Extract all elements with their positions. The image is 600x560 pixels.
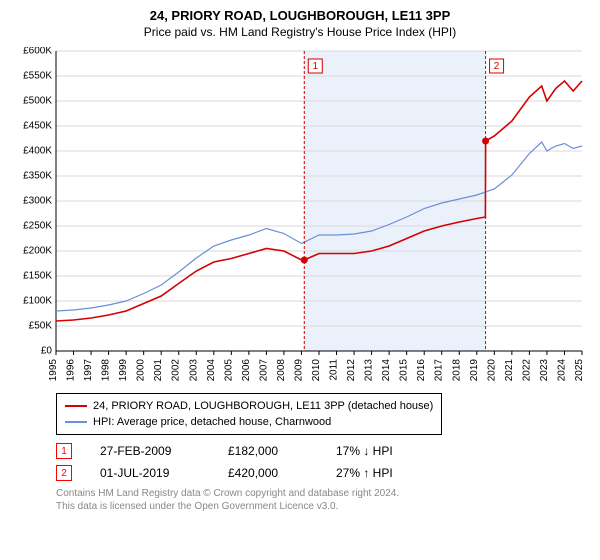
legend-row: 24, PRIORY ROAD, LOUGHBOROUGH, LE11 3PP … xyxy=(65,398,433,414)
svg-text:2001: 2001 xyxy=(153,359,164,382)
sale-marker-badge: 1 xyxy=(56,443,72,459)
svg-text:2022: 2022 xyxy=(521,359,532,382)
svg-text:1: 1 xyxy=(312,61,318,72)
legend-row: HPI: Average price, detached house, Char… xyxy=(65,414,433,430)
svg-text:£300K: £300K xyxy=(23,196,52,207)
svg-text:1996: 1996 xyxy=(66,359,77,382)
svg-text:£250K: £250K xyxy=(23,221,52,232)
svg-text:£500K: £500K xyxy=(23,96,52,107)
svg-text:2023: 2023 xyxy=(539,359,550,382)
svg-text:2024: 2024 xyxy=(556,359,567,382)
sale-row: 1 27-FEB-2009 £182,000 17% ↓ HPI xyxy=(56,443,590,459)
page-title: 24, PRIORY ROAD, LOUGHBOROUGH, LE11 3PP xyxy=(10,8,590,23)
sales-table: 1 27-FEB-2009 £182,000 17% ↓ HPI 2 01-JUL-201… xyxy=(56,443,590,481)
svg-text:2009: 2009 xyxy=(293,359,304,382)
sale-delta: 27% ↑ HPI xyxy=(336,466,416,480)
svg-text:2005: 2005 xyxy=(223,359,234,382)
svg-text:£200K: £200K xyxy=(23,246,52,257)
page-subtitle: Price paid vs. HM Land Registry's House … xyxy=(10,25,590,39)
svg-text:2: 2 xyxy=(494,61,500,72)
svg-text:2017: 2017 xyxy=(434,359,445,382)
svg-text:2021: 2021 xyxy=(504,359,515,382)
legend-label: 24, PRIORY ROAD, LOUGHBOROUGH, LE11 3PP … xyxy=(93,398,433,414)
svg-text:2020: 2020 xyxy=(486,359,497,382)
svg-text:£100K: £100K xyxy=(23,296,52,307)
price-chart: £0 £50K £100K £150K £200K £250K £300K £350K £400… xyxy=(10,47,590,387)
svg-text:2000: 2000 xyxy=(136,359,147,382)
svg-text:1998: 1998 xyxy=(101,359,112,382)
svg-text:2011: 2011 xyxy=(329,359,340,381)
chart-svg: £0 £50K £100K £150K £200K £250K £300K £350K £400… xyxy=(10,47,590,387)
footer-note: Contains HM Land Registry data © Crown c… xyxy=(56,487,590,513)
svg-text:2014: 2014 xyxy=(381,359,392,382)
svg-text:2025: 2025 xyxy=(574,359,585,382)
legend: 24, PRIORY ROAD, LOUGHBOROUGH, LE11 3PP … xyxy=(56,393,442,435)
svg-text:£550K: £550K xyxy=(23,71,52,82)
svg-text:1995: 1995 xyxy=(48,359,59,382)
legend-swatch xyxy=(65,421,87,423)
svg-text:2004: 2004 xyxy=(206,359,217,382)
legend-swatch xyxy=(65,405,87,407)
svg-text:2003: 2003 xyxy=(188,359,199,382)
svg-text:£150K: £150K xyxy=(23,271,52,282)
svg-text:1999: 1999 xyxy=(118,359,129,382)
footer-line-1: Contains HM Land Registry data © Crown c… xyxy=(56,487,590,500)
sale-delta: 17% ↓ HPI xyxy=(336,444,416,458)
svg-text:2002: 2002 xyxy=(171,359,182,382)
svg-text:£450K: £450K xyxy=(23,121,52,132)
svg-text:2016: 2016 xyxy=(416,359,427,382)
svg-text:2015: 2015 xyxy=(399,359,410,382)
svg-text:£350K: £350K xyxy=(23,171,52,182)
sale-price: £420,000 xyxy=(228,466,308,480)
svg-text:2012: 2012 xyxy=(346,359,357,382)
svg-text:2007: 2007 xyxy=(258,359,269,382)
footer-line-2: This data is licensed under the Open Gov… xyxy=(56,500,590,513)
svg-text:2008: 2008 xyxy=(276,359,287,382)
sale-marker-badge: 2 xyxy=(56,465,72,481)
svg-text:2006: 2006 xyxy=(241,359,252,382)
svg-text:£50K: £50K xyxy=(29,321,53,332)
svg-text:£600K: £600K xyxy=(23,47,52,57)
svg-text:2010: 2010 xyxy=(311,359,322,382)
svg-text:2018: 2018 xyxy=(451,359,462,382)
legend-label: HPI: Average price, detached house, Char… xyxy=(93,414,331,430)
svg-text:1997: 1997 xyxy=(83,359,94,382)
svg-text:2013: 2013 xyxy=(364,359,375,382)
sale-row: 2 01-JUL-2019 £420,000 27% ↑ HPI xyxy=(56,465,590,481)
sale-date: 27-FEB-2009 xyxy=(100,444,200,458)
sale-date: 01-JUL-2019 xyxy=(100,466,200,480)
svg-text:£400K: £400K xyxy=(23,146,52,157)
svg-text:£0: £0 xyxy=(41,346,53,357)
sale-price: £182,000 xyxy=(228,444,308,458)
svg-text:2019: 2019 xyxy=(469,359,480,382)
